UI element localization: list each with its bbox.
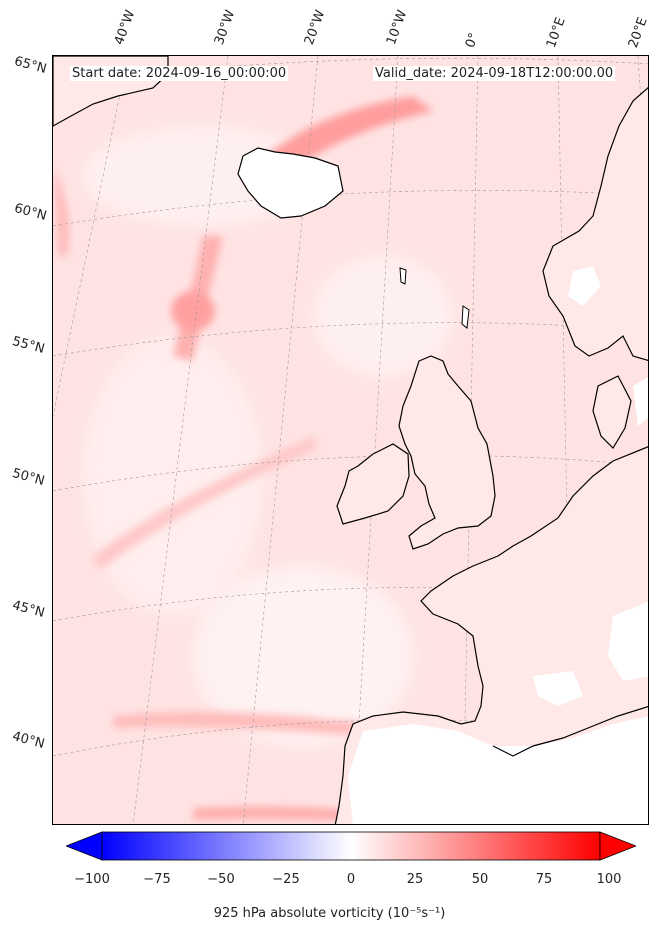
colorbar-tick-labels: −100 −75 −50 −25 0 25 50 75 100 bbox=[0, 872, 659, 890]
lat-label-40n: 40°N bbox=[10, 729, 47, 752]
colorbar-tick: −25 bbox=[272, 872, 300, 887]
lon-label-0: 0° bbox=[462, 30, 483, 50]
vorticity-map bbox=[52, 55, 649, 825]
colorbar-tick: 100 bbox=[596, 872, 622, 887]
valid-date-label: Valid_date: 2024-09-18T12:00:00.00 bbox=[373, 66, 616, 81]
faroe-islands bbox=[399, 267, 407, 285]
iberia-interior bbox=[348, 716, 648, 824]
lat-label-50n: 50°N bbox=[10, 466, 47, 489]
great-britain-coastline bbox=[398, 355, 496, 550]
map-svg bbox=[53, 56, 648, 824]
inland-white-patches bbox=[533, 377, 648, 706]
colorbar-title: 925 hPa absolute vorticity (10⁻⁵s⁻¹) bbox=[213, 906, 446, 921]
colorbar-gradient bbox=[101, 831, 601, 861]
denmark-coastline bbox=[592, 375, 632, 449]
colorbar-tick: −75 bbox=[143, 872, 171, 887]
colorbar-tick: 25 bbox=[406, 872, 424, 887]
colorbar-tick: 75 bbox=[535, 872, 553, 887]
lat-label-45n: 45°N bbox=[10, 598, 47, 621]
lon-label-40w: 40°W bbox=[111, 8, 139, 47]
lat-label-60n: 60°N bbox=[12, 201, 49, 224]
mediterranean-coastline bbox=[492, 705, 648, 757]
colorbar bbox=[66, 831, 636, 861]
colorbar-tick: 0 bbox=[346, 872, 356, 887]
colorbar-tick: 50 bbox=[471, 872, 489, 887]
lon-label-10w: 10°W bbox=[383, 8, 411, 47]
colorbar-max-extend bbox=[599, 831, 636, 861]
colorbar-tick: −50 bbox=[207, 872, 235, 887]
lon-label-30w: 30°W bbox=[211, 8, 239, 47]
start-date-label: Start date: 2024-09-16_00:00:00 bbox=[70, 66, 289, 81]
lat-label-55n: 55°N bbox=[10, 334, 47, 357]
scandinavia-white-patch bbox=[568, 266, 601, 306]
shetland-islands bbox=[461, 305, 470, 329]
lon-label-10e: 10°E bbox=[543, 15, 569, 51]
lat-label-65n: 65°N bbox=[12, 54, 49, 77]
lon-label-20w: 20°W bbox=[301, 8, 329, 47]
lon-label-20e: 20°E bbox=[625, 15, 651, 51]
ireland-coastline bbox=[336, 443, 410, 525]
colorbar-min-extend bbox=[66, 831, 103, 861]
colorbar-tick: −100 bbox=[74, 872, 110, 887]
iceland-coastline bbox=[237, 147, 344, 219]
